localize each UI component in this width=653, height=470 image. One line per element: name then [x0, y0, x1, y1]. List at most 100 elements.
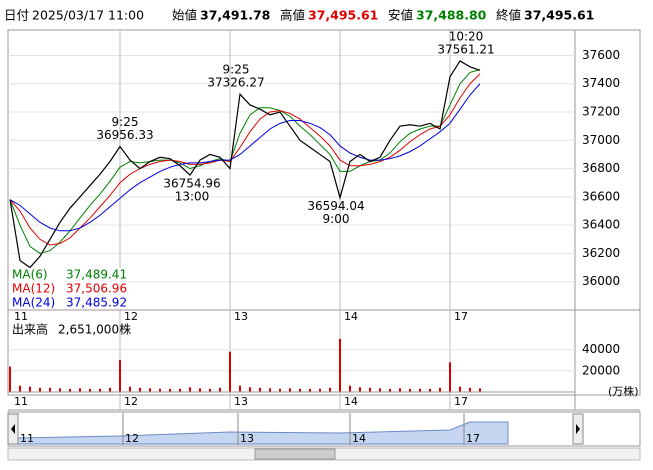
volume-bar [89, 388, 91, 392]
x-tick-label: 14 [344, 395, 358, 408]
volume-bar [289, 388, 291, 392]
scroll-thumb[interactable] [254, 448, 336, 460]
volume-bar [349, 385, 351, 392]
navigator-label: 12 [125, 432, 139, 445]
volume-bar [239, 385, 241, 392]
price-line [9, 83, 481, 232]
navigator-label: 17 [466, 432, 480, 445]
date-label: 日付 [4, 8, 29, 23]
y-tick-label: 37200 [582, 105, 620, 119]
annotation-value: 36956.33 [96, 128, 153, 142]
annotation-time: 9:25 [112, 115, 139, 129]
volume-bar [179, 388, 181, 392]
low-value: 37,488.80 [416, 8, 487, 23]
legend-value: 37,489.41 [66, 268, 127, 282]
volume-bar [219, 387, 221, 392]
price-line [9, 73, 481, 246]
legend-name: MA(12) [12, 282, 55, 296]
annotation-value: 36594.04 [307, 199, 364, 213]
volume-bar [329, 387, 331, 392]
x-tick-label: 12 [124, 395, 138, 408]
annotation-value: 37326.27 [207, 76, 264, 90]
volume-unit: (万株) [608, 384, 639, 398]
y-tick-label: 36600 [582, 189, 620, 203]
date: 2025/03/17 11:00 [32, 8, 144, 23]
volume-bar [189, 387, 191, 392]
x-tick-label: 14 [344, 310, 358, 323]
frame [7, 29, 641, 396]
volume-bar [459, 386, 461, 392]
y-tick-label: 36400 [582, 218, 620, 232]
volume-bar [359, 387, 361, 392]
volume-bar [249, 387, 251, 392]
volume-bar [399, 388, 401, 392]
volume-bar [319, 388, 321, 392]
annotation-time: 9:00 [323, 212, 350, 226]
volume-bar [449, 362, 451, 392]
volume-total: 2,651,000株 [58, 322, 131, 337]
volume-bar [59, 388, 61, 392]
volume-bar [269, 388, 271, 392]
volume-bar [149, 388, 151, 392]
volume-bar [229, 351, 231, 392]
volume-bar [159, 388, 161, 392]
x-tick-label: 13 [234, 310, 248, 323]
volume-bar [129, 386, 131, 392]
volume-bar [19, 385, 21, 392]
annotation-time: 10:20 [449, 29, 484, 43]
volume-bar [259, 387, 261, 392]
navigator-label: 13 [240, 432, 254, 445]
volume-bar [139, 387, 141, 392]
navigator-label: 14 [352, 432, 366, 445]
low-label: 安値 [388, 8, 413, 23]
x-tick-label: 13 [234, 395, 248, 408]
y-tick-label: 20000 [582, 363, 620, 377]
volume-bar [169, 388, 171, 392]
volume-bar [39, 387, 41, 392]
y-tick-label: 37600 [582, 48, 620, 62]
y-tick-label: 37000 [582, 133, 620, 147]
open-value: 37,491.78 [200, 8, 270, 23]
x-tick-label: 11 [14, 395, 28, 408]
arrow-icon [576, 424, 580, 434]
navigator-label: 11 [20, 432, 34, 445]
navigator-area [17, 421, 509, 445]
open-label: 始値 [172, 8, 197, 23]
volume-bar [439, 387, 441, 392]
close-label: 終値 [496, 8, 521, 23]
volume-bar [279, 388, 281, 392]
price-line [9, 60, 481, 269]
x-tick-label: 11 [14, 310, 28, 323]
annotation-value: 37561.21 [437, 42, 494, 56]
volume-bar [109, 387, 111, 392]
arrow-icon [11, 424, 15, 434]
volume-bar [29, 386, 31, 392]
volume-title: 出来高 [12, 322, 48, 337]
y-tick-label: 40000 [582, 342, 620, 356]
legend-name: MA(24) [12, 296, 55, 310]
volume-bar [119, 360, 121, 392]
y-tick-label: 36000 [582, 274, 620, 288]
volume-bar [309, 388, 311, 392]
high-label: 高値 [280, 8, 305, 23]
volume-bar [299, 388, 301, 392]
header: 日付 2025/03/17 11:00 始値 37,491.78 高値 37,4… [4, 8, 594, 23]
annotation-value: 36754.96 [163, 176, 220, 190]
volume-bar [79, 388, 81, 392]
legend-value: 37,485.92 [66, 296, 127, 310]
annotation-time: 13:00 [175, 189, 210, 203]
legend-value: 37,506.96 [66, 282, 127, 296]
y-tick-label: 36800 [582, 161, 620, 175]
volume-bar [409, 388, 411, 392]
legend-name: MA(6) [12, 268, 48, 282]
volume-bar [209, 388, 211, 392]
x-tick-label: 17 [454, 310, 468, 323]
volume-bar [419, 388, 421, 392]
close-value: 37,495.61 [524, 8, 594, 23]
volume-bar [469, 387, 471, 392]
volume-bar [429, 388, 431, 392]
legend-box [9, 268, 127, 309]
volume-bar [379, 388, 381, 392]
